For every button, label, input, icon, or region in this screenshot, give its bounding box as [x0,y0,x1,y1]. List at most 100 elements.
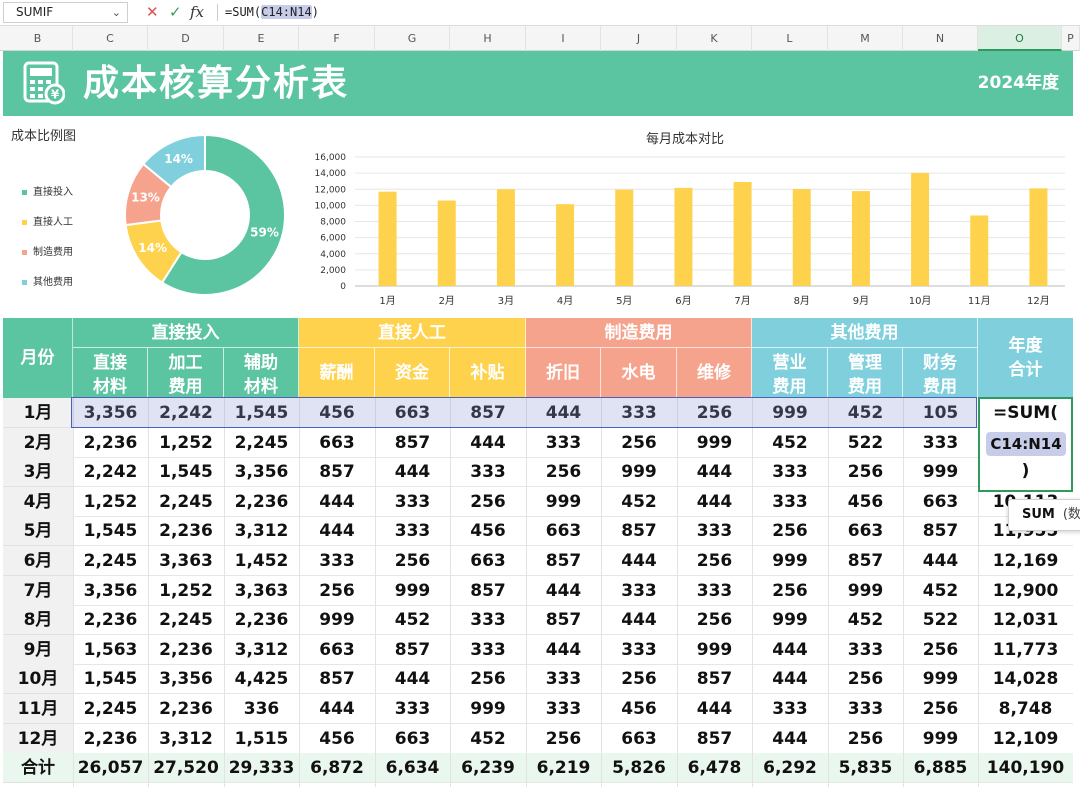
legend-item[interactable]: 制造费用 [22,243,112,258]
column-header-k[interactable]: K [677,26,752,51]
row-total-cell: 14,028 [978,664,1073,695]
y-tick-label: 12,000 [315,185,347,195]
column-header-e[interactable]: E [224,26,299,51]
table-cell: 857 [526,546,601,576]
x-tick-label: 11月 [968,295,991,307]
legend-item[interactable]: 直接人工 [22,213,112,228]
column-header-g[interactable]: G [375,26,450,51]
bar[interactable] [792,189,811,286]
y-tick-label: 14,000 [315,169,347,179]
row-month-label: 4月 [3,486,73,517]
column-header-l[interactable]: L [752,26,828,51]
group-header: 直接人工 [299,318,526,348]
table-cell: 333 [903,428,978,458]
table-cell: 6,634 [375,753,450,784]
column-header-o[interactable]: O [978,26,1062,51]
table-cell: 1,252 [73,487,148,517]
confirm-icon[interactable]: ✓ [169,3,182,21]
column-header-i[interactable]: I [526,26,601,51]
column-header-n[interactable]: N [903,26,978,51]
tooltip-function-name: SUM [1022,507,1055,522]
legend-label: 直接投入 [33,187,73,198]
column-header-b[interactable]: B [3,26,73,51]
table-cell: 333 [752,457,828,488]
table-cell: 456 [828,487,903,517]
pie-slice[interactable] [141,133,206,189]
row-month-label: 5月 [3,516,73,547]
table-cell: 2,236 [148,635,224,665]
bar[interactable] [378,191,397,286]
x-tick-label: 2月 [439,295,455,307]
table-cell: 999 [601,457,677,488]
table-cell: 333 [752,487,828,517]
bar[interactable] [674,187,693,286]
column-header-m[interactable]: M [828,26,903,51]
bar[interactable] [556,204,575,286]
column-divider [601,398,602,787]
bar[interactable] [911,172,930,286]
table-cell: 999 [752,546,828,576]
bar[interactable] [437,200,456,286]
column-header-d[interactable]: D [148,26,224,51]
table-cell: 1,545 [73,516,148,547]
table-cell: 29,333 [224,753,299,784]
chevron-down-icon[interactable]: ⌄ [111,6,121,19]
total-header: 年度 合计 [978,318,1073,398]
table-cell: 444 [526,576,601,606]
table-cell: 522 [903,605,978,636]
table-cell: 444 [375,457,450,488]
bar[interactable] [851,191,870,286]
bar[interactable] [733,181,752,286]
bar[interactable] [615,189,634,286]
y-tick-label: 4,000 [320,250,346,260]
formula-input[interactable]: =SUM(C14:N14) [225,3,319,21]
pie-slice-label: 14% [138,241,167,255]
row-total-cell: 11,773 [978,635,1073,665]
cancel-icon[interactable]: ✕ [146,3,159,21]
legend-item[interactable]: 直接投入 [22,183,112,198]
column-header-f[interactable]: F [299,26,375,51]
table-cell: 999 [677,428,752,458]
sub-header-line: 资金 [395,363,429,383]
table-cell: 1,252 [148,576,224,606]
table-cell: 256 [752,516,828,547]
table-cell: 857 [299,664,375,695]
row-month-label: 1月 [3,398,73,428]
pie-slice[interactable] [160,133,286,296]
sub-header: 管理 费用 [828,348,903,398]
function-icon[interactable]: fx [190,3,205,21]
y-tick-label: 6,000 [320,234,346,244]
table-cell: 3,356 [224,457,299,488]
x-tick-label: 7月 [734,295,750,307]
function-tooltip[interactable]: SUM (数值1, ...) [1008,499,1080,531]
table-cell: 3,363 [224,576,299,606]
bar[interactable] [970,215,989,286]
active-cell-line-3: ) [1021,461,1030,481]
svg-text:¥: ¥ [51,88,60,102]
pie-chart[interactable]: 59% 14% 13% 14% [120,130,290,300]
table-cell: 452 [828,605,903,636]
column-header-c[interactable]: C [73,26,148,51]
column-header-h[interactable]: H [450,26,526,51]
table-cell: 3,312 [224,516,299,547]
table-cell: 256 [828,457,903,488]
row-total-cell: 12,169 [978,546,1073,576]
x-tick-label: 8月 [794,295,810,307]
bar-chart[interactable]: 每月成本对比 0 2,000 4,000 6,000 8,000 10,000 12,000 1… [300,126,1070,312]
bar[interactable] [496,189,515,286]
table-cell: 1,452 [224,546,299,576]
x-tick-label: 1月 [379,295,395,307]
table-cell: 663 [526,516,601,547]
table-cell: 857 [677,724,752,754]
sub-header-line: 薪酬 [319,363,354,383]
legend-item[interactable]: 其他费用 [22,273,112,288]
sub-header: 补贴 [450,348,526,398]
table-cell: 333 [450,457,526,488]
table-cell: 256 [828,724,903,754]
name-box[interactable]: SUMIF ⌄ [3,2,128,23]
column-header-p[interactable]: P [1062,26,1080,51]
table-cell: 444 [677,694,752,724]
column-header-j[interactable]: J [601,26,677,51]
bar[interactable] [1029,188,1048,286]
active-cell-editor[interactable]: =SUM( C14:N14 ) [978,397,1073,492]
